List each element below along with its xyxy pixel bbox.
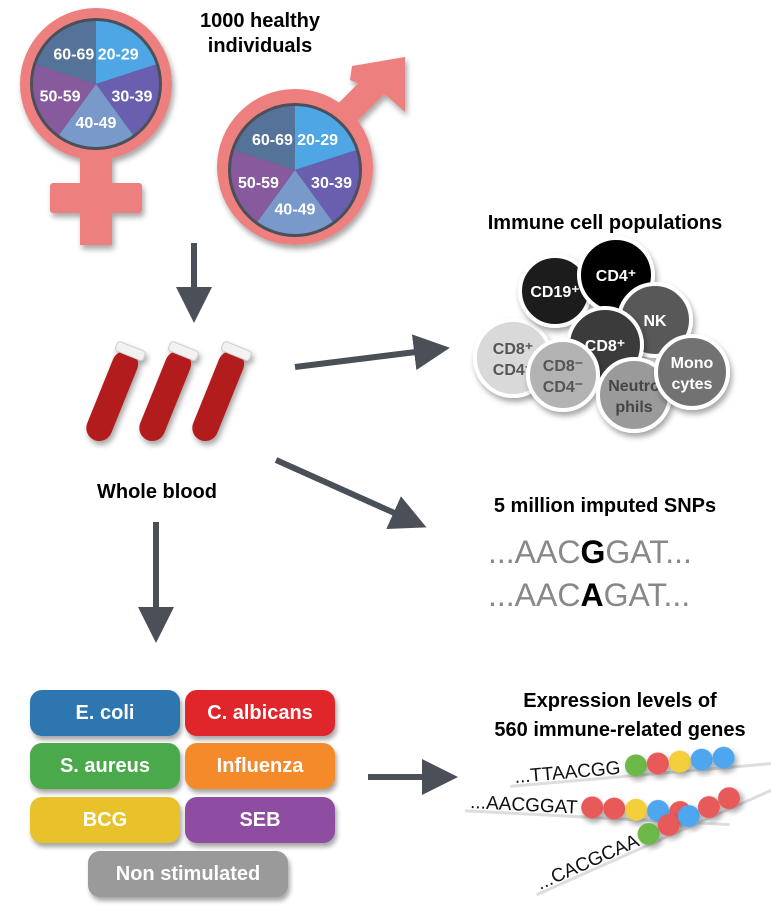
cell-7: Mono cytes xyxy=(654,334,730,410)
sequence-text: ...CACGCAA xyxy=(533,831,642,895)
expression-bead xyxy=(697,796,720,819)
cell-label: CD19⁺ xyxy=(530,284,579,301)
snp-row-1: ...AACGGAT... xyxy=(488,534,692,570)
stimulus-e-coli: E. coli xyxy=(30,690,180,736)
cell-label: Mono xyxy=(671,355,714,372)
sequence-text: ...AACGGAT xyxy=(470,792,579,819)
stimulus-s-aureus: S. aureus xyxy=(30,743,180,789)
female-pie-label: 30-39 xyxy=(111,89,152,106)
female-age-pie: 20-29 30-39 40-49 50-59 60-69 xyxy=(30,18,162,150)
expression-bead xyxy=(677,805,700,828)
cell-label: CD8⁺ xyxy=(493,341,533,358)
female-pie-label: 50-59 xyxy=(40,89,81,106)
female-pie-slice-40-49 xyxy=(58,84,134,147)
female-pie-slice-30-39 xyxy=(96,64,159,135)
male-pie-label: 20-29 xyxy=(297,132,338,149)
male-pie-label: 40-49 xyxy=(275,201,316,218)
female-pie-slice-50-59 xyxy=(33,64,96,135)
expression-title-1: Expression levels of xyxy=(523,690,717,712)
male-pie-label: 30-39 xyxy=(311,175,352,192)
expression-bead xyxy=(625,798,648,821)
expression-bead xyxy=(637,822,660,845)
expression-strands: ...TTAACGG ...AACGGAT ...CACGCAA xyxy=(464,746,771,897)
male-pie-label: 60-69 xyxy=(252,132,293,149)
cell-label: CD8⁺ xyxy=(585,338,625,355)
stimulus-non-stimulated: Non stimulated xyxy=(88,851,288,897)
cell-label: NK xyxy=(643,313,667,330)
arrow-to-snps xyxy=(274,457,427,530)
male-pie-slice-20-29 xyxy=(295,106,356,170)
stimulus-bcg: BCG xyxy=(30,797,180,843)
title-line-2: individuals xyxy=(208,35,312,57)
male-age-pie: 20-29 30-39 40-49 50-59 60-69 xyxy=(228,103,362,237)
male-pie-label: 50-59 xyxy=(238,175,279,192)
stimulus-seb: SEB xyxy=(185,797,335,843)
sequence-text: ...TTAACGG xyxy=(514,758,622,788)
male-pie-slice-50-59 xyxy=(231,150,295,222)
male-pie-slice-30-39 xyxy=(295,150,359,222)
expression-bead xyxy=(712,746,735,769)
cell-label: CD4⁺ xyxy=(596,268,636,285)
snp-sequences: ...AACGGAT... ...AACAGAT... xyxy=(488,534,692,613)
male-pie-slice-40-49 xyxy=(257,170,333,235)
male-pie-slice-60-69 xyxy=(234,106,295,170)
female-pie-slice-20-29 xyxy=(96,21,156,84)
cell-label: CD8⁻ xyxy=(543,358,583,375)
expression-bead xyxy=(603,797,626,820)
female-pie-label: 60-69 xyxy=(53,46,94,63)
female-pie-slice-60-69 xyxy=(36,21,96,84)
stimulus-c-albicans: C. albicans xyxy=(185,690,335,736)
expression-bead xyxy=(690,748,713,771)
snp-allele-1: G xyxy=(580,534,605,570)
expression-bead xyxy=(646,752,669,775)
snps-title: 5 million imputed SNPs xyxy=(494,495,716,517)
expression-strand: ...CACGCAA xyxy=(533,785,771,897)
female-pie-label: 20-29 xyxy=(98,46,139,63)
expression-bead xyxy=(717,787,740,810)
expression-bead xyxy=(657,814,680,837)
cell-5: CD8⁻ CD4⁻ xyxy=(526,338,600,412)
cell-label: cytes xyxy=(672,376,713,393)
expression-bead xyxy=(581,796,604,819)
immune-title: Immune cell populations xyxy=(488,212,722,234)
cell-label: phils xyxy=(615,399,652,416)
snp-allele-2: A xyxy=(580,577,603,613)
expression-bead xyxy=(668,750,691,773)
stimulus-influenza: Influenza xyxy=(185,743,335,789)
blood-tubes-icon xyxy=(86,341,252,442)
expression-strand: ...TTAACGG xyxy=(510,746,771,788)
female-pie-label: 40-49 xyxy=(76,115,117,132)
expression-bead xyxy=(624,754,647,777)
snp-row-2: ...AACAGAT... xyxy=(488,577,690,613)
title-line-1: 1000 healthy xyxy=(200,10,321,32)
arrow-to-cells xyxy=(294,334,450,371)
whole-blood-label: Whole blood xyxy=(97,481,217,503)
expression-title-2: 560 immune-related genes xyxy=(494,719,745,741)
cell-label: CD4⁻ xyxy=(543,379,583,396)
cell-label: Neutro xyxy=(608,378,660,395)
cell-label: CD4⁺ xyxy=(493,362,533,379)
